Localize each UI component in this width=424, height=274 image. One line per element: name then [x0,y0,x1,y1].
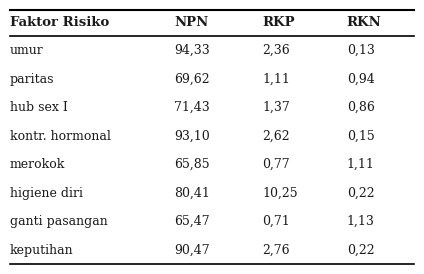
Text: 0,86: 0,86 [347,101,375,114]
Text: 0,71: 0,71 [262,215,290,228]
Text: ganti pasangan: ganti pasangan [10,215,108,228]
Text: 71,43: 71,43 [174,101,210,114]
Text: 80,41: 80,41 [174,187,210,200]
Text: 1,11: 1,11 [262,73,290,86]
Text: 0,22: 0,22 [347,187,374,200]
Text: hub sex I: hub sex I [10,101,68,114]
Text: 0,13: 0,13 [347,44,375,57]
Text: 94,33: 94,33 [174,44,210,57]
Text: 1,13: 1,13 [347,215,375,228]
Text: umur: umur [10,44,44,57]
Text: 65,85: 65,85 [174,158,210,171]
Text: 90,47: 90,47 [174,244,210,257]
Text: 0,22: 0,22 [347,244,374,257]
Text: paritas: paritas [10,73,54,86]
Text: 93,10: 93,10 [174,130,210,143]
Text: 69,62: 69,62 [174,73,210,86]
Text: 0,15: 0,15 [347,130,374,143]
Text: 0,77: 0,77 [262,158,290,171]
Text: RKN: RKN [347,16,382,29]
Text: kontr. hormonal: kontr. hormonal [10,130,111,143]
Text: 10,25: 10,25 [262,187,298,200]
Text: 1,37: 1,37 [262,101,290,114]
Text: 65,47: 65,47 [174,215,210,228]
Text: higiene diri: higiene diri [10,187,83,200]
Text: 1,11: 1,11 [347,158,375,171]
Text: NPN: NPN [174,16,208,29]
Text: 2,62: 2,62 [262,130,290,143]
Text: 0,94: 0,94 [347,73,374,86]
Text: 2,36: 2,36 [262,44,290,57]
Text: keputihan: keputihan [10,244,73,257]
Text: 2,76: 2,76 [262,244,290,257]
Text: merokok: merokok [10,158,65,171]
Text: Faktor Risiko: Faktor Risiko [10,16,109,29]
Text: RKP: RKP [262,16,295,29]
